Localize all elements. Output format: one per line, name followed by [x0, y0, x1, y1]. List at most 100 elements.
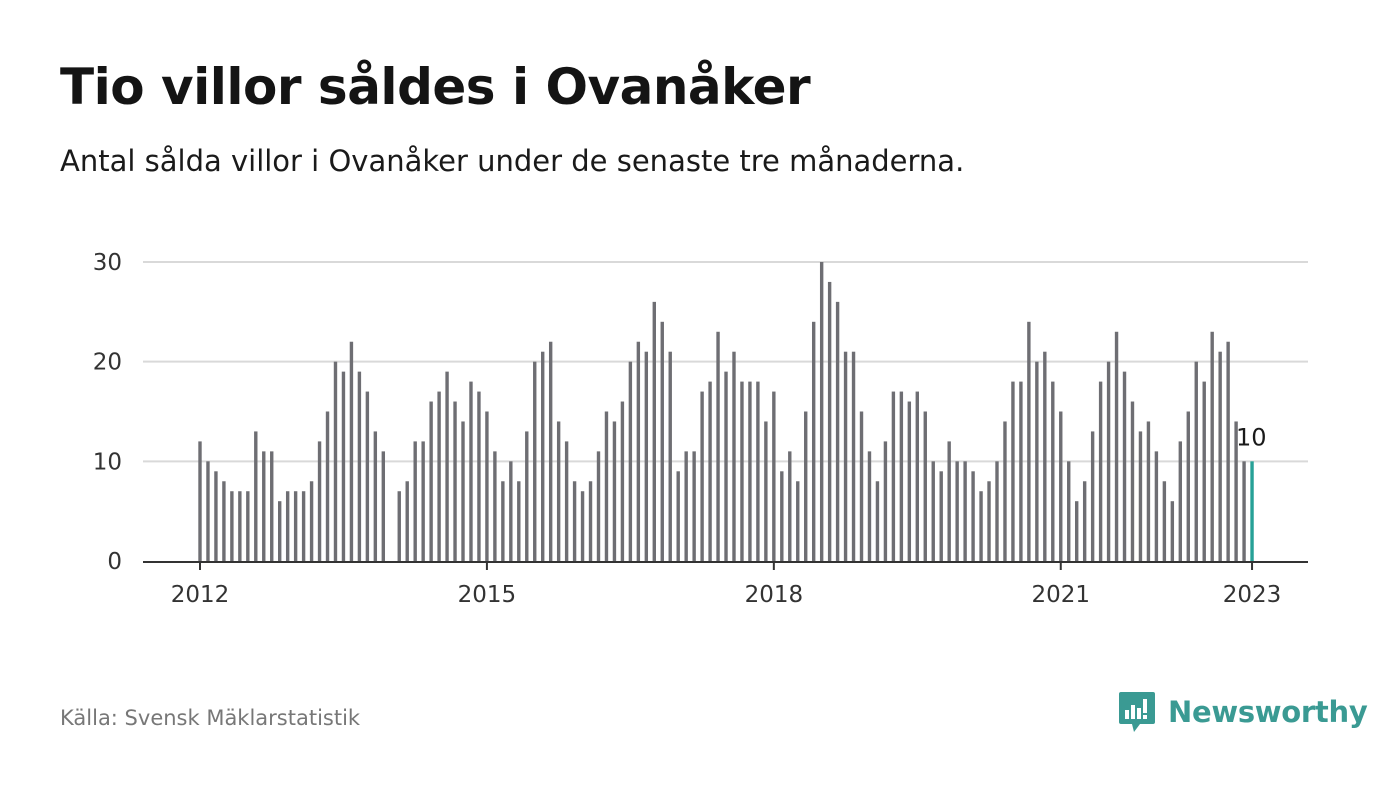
- bar: [827, 281, 832, 561]
- bar: [278, 501, 282, 561]
- bar: [270, 451, 274, 561]
- bar: [437, 391, 441, 561]
- bar: [1178, 441, 1183, 561]
- bar: [987, 481, 991, 561]
- bar: [373, 431, 378, 561]
- bar: [780, 471, 784, 561]
- bar: [445, 371, 449, 561]
- x-tick-label: 2012: [171, 582, 230, 608]
- annotations: 10: [1236, 423, 1267, 451]
- bar: [588, 481, 593, 561]
- bar: [461, 421, 465, 561]
- bar: [477, 391, 481, 561]
- bar: [429, 401, 433, 561]
- bar: [509, 461, 513, 561]
- y-tick-label: 10: [93, 449, 122, 475]
- bar: [333, 361, 338, 561]
- bar: [644, 351, 649, 561]
- bar-chart: 0 10 20 30 2012 2015 2018 2021 2023 10: [93, 250, 1308, 608]
- bar: [222, 481, 226, 561]
- bar: [469, 381, 473, 561]
- bar: [835, 301, 840, 561]
- bar: [317, 441, 322, 561]
- bar: [1154, 451, 1159, 561]
- bar: [971, 471, 975, 561]
- bar: [357, 371, 362, 561]
- data-label-latest: 10: [1236, 423, 1267, 451]
- bar: [596, 451, 601, 561]
- bar: [1003, 421, 1007, 561]
- bar: [955, 461, 959, 561]
- bar: [1122, 371, 1127, 561]
- bar: [899, 391, 904, 561]
- bar: [891, 391, 896, 561]
- bar: [293, 491, 298, 561]
- bar: [1170, 501, 1175, 561]
- bar: [525, 431, 529, 561]
- bar: [493, 451, 497, 561]
- bar: [843, 351, 848, 561]
- bar: [214, 471, 218, 561]
- chart-subtitle: Antal sålda villor i Ovanåker under de s…: [60, 144, 965, 178]
- bar: [1146, 421, 1151, 561]
- bar: [724, 371, 728, 561]
- bar: [309, 481, 314, 561]
- bar: [1067, 461, 1071, 561]
- bar: [628, 361, 633, 561]
- bar: [875, 481, 880, 561]
- bar: [1114, 331, 1119, 561]
- bar: [1162, 481, 1167, 561]
- bar: [341, 371, 346, 561]
- bar: [636, 341, 641, 561]
- bar: [740, 381, 744, 561]
- bar: [1019, 381, 1023, 561]
- bar: [604, 411, 609, 561]
- bar: [1075, 501, 1079, 561]
- bar: [676, 471, 680, 561]
- bar: [1130, 401, 1135, 561]
- bar: [501, 481, 505, 561]
- bar: [580, 491, 585, 561]
- bar: [1242, 461, 1246, 561]
- bar: [756, 381, 760, 561]
- bar: [732, 351, 736, 561]
- bar: [979, 491, 983, 561]
- bar: [285, 491, 290, 561]
- bar: [668, 351, 672, 561]
- bar: [612, 421, 617, 561]
- bar: [684, 451, 688, 561]
- bar: [931, 461, 935, 561]
- y-tick-label: 0: [107, 549, 122, 575]
- bar: [1194, 361, 1198, 561]
- bar: [413, 441, 417, 561]
- x-tick-label: 2018: [745, 582, 804, 608]
- bar: [939, 471, 943, 561]
- x-tick-label: 2023: [1223, 582, 1282, 608]
- bar: [788, 451, 792, 561]
- bar: [923, 411, 927, 561]
- bar: [963, 461, 967, 561]
- bar: [1059, 411, 1063, 561]
- bar: [238, 491, 242, 561]
- bar: [859, 411, 864, 561]
- bar: [1138, 431, 1143, 561]
- bar: [453, 401, 457, 561]
- bar: [246, 491, 250, 561]
- bar: [652, 301, 656, 561]
- bar: [485, 411, 489, 561]
- bar: [1234, 421, 1238, 561]
- bar: [1202, 381, 1206, 561]
- x-tick-label: 2021: [1031, 582, 1090, 608]
- bar: [716, 331, 720, 561]
- bar: [692, 451, 696, 561]
- brand-logo: Newsworthy: [1118, 690, 1368, 734]
- brand-name: Newsworthy: [1168, 695, 1368, 729]
- bar: [198, 441, 202, 561]
- y-tick-label: 20: [93, 350, 122, 376]
- bar: [660, 321, 664, 561]
- bar: [804, 411, 808, 561]
- bar: [254, 431, 258, 561]
- x-tick-label: 2015: [458, 582, 517, 608]
- bar: [995, 461, 999, 561]
- bar: [230, 491, 234, 561]
